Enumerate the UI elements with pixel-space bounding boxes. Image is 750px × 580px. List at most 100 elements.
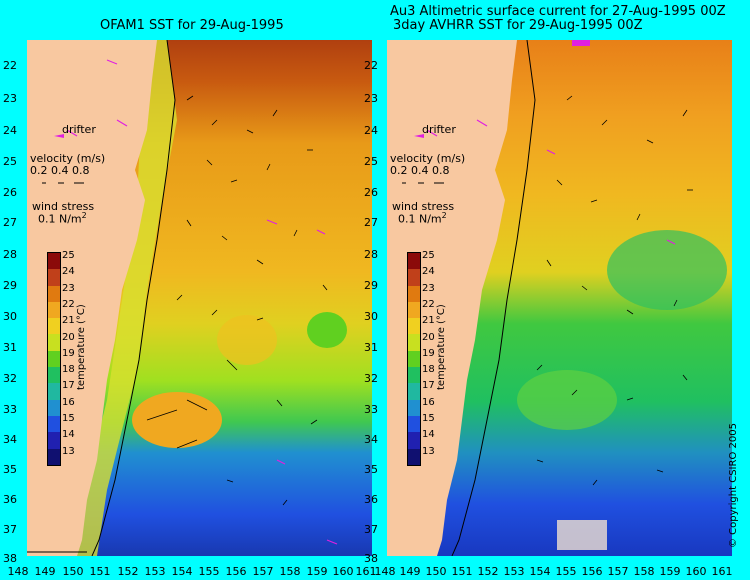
lat-label: 28 bbox=[3, 248, 17, 261]
colorbar-segment bbox=[48, 301, 60, 319]
colorbar-segment bbox=[48, 383, 60, 400]
lat-label: 27 bbox=[3, 216, 17, 229]
colorbar-segment bbox=[48, 432, 60, 449]
drifter-icon bbox=[414, 134, 424, 138]
lon-label: 151 bbox=[89, 565, 111, 578]
lon-label: 161 bbox=[355, 565, 377, 578]
lat-label: 27 bbox=[364, 216, 378, 229]
colorbar-label: 25 bbox=[62, 250, 75, 261]
colorbar-segment bbox=[408, 253, 420, 270]
colorbar-segment bbox=[408, 448, 420, 465]
colorbar-segment bbox=[408, 285, 420, 302]
velocity-title: velocity (m/s) bbox=[30, 152, 106, 165]
lat-label: 29 bbox=[3, 279, 17, 292]
colorbar-segment bbox=[48, 285, 60, 302]
colorbar-segment bbox=[48, 399, 60, 416]
lat-label: 31 bbox=[3, 341, 17, 354]
lat-label: 35 bbox=[364, 463, 378, 476]
right-panel-title-line2: 3day AVHRR SST for 29-Aug-1995 00Z bbox=[393, 18, 643, 33]
colorbar-label: 21 bbox=[62, 315, 75, 327]
colorbar-label: 19 bbox=[422, 347, 435, 359]
colorbar-label: 24 bbox=[62, 266, 75, 278]
colorbar-segment bbox=[48, 334, 60, 351]
lon-label: 154 bbox=[171, 565, 193, 578]
colorbar-label: 19 bbox=[62, 347, 75, 359]
lon-label: 156 bbox=[581, 565, 603, 578]
drifter-icon bbox=[54, 134, 64, 138]
lat-label: 25 bbox=[364, 155, 378, 168]
colorbar-segment bbox=[408, 269, 420, 286]
lat-label: 22 bbox=[3, 59, 17, 72]
colorbar-label: 23 bbox=[62, 282, 75, 294]
lat-label: 24 bbox=[364, 124, 378, 137]
colorbar-segment bbox=[48, 350, 60, 368]
colorbar-segment bbox=[408, 367, 420, 384]
lon-label: 157 bbox=[607, 565, 629, 578]
colorbar-segment bbox=[48, 367, 60, 384]
colorbar-label: 15 bbox=[62, 413, 75, 425]
lat-label: 31 bbox=[364, 341, 378, 354]
velocity-scale: 0.2 0.4 0.8 bbox=[30, 164, 90, 177]
colorbar-label: 14 bbox=[62, 429, 75, 441]
colorbar-label: 15 bbox=[422, 413, 435, 425]
lon-label: 158 bbox=[279, 565, 301, 578]
colorbar-label: 20 bbox=[422, 331, 435, 343]
lat-label: 32 bbox=[3, 372, 17, 385]
lat-label: 38 bbox=[3, 552, 17, 565]
colorbar-segment bbox=[408, 350, 420, 368]
lat-label: 23 bbox=[3, 92, 17, 105]
lat-label: 38 bbox=[364, 552, 378, 565]
lon-label: 149 bbox=[399, 565, 421, 578]
velocity-title: velocity (m/s) bbox=[390, 152, 466, 165]
left-sst-map bbox=[27, 40, 372, 556]
lat-label: 32 bbox=[364, 372, 378, 385]
lon-label: 150 bbox=[425, 565, 447, 578]
wind-stress-title: wind stress bbox=[392, 200, 455, 213]
colorbar-segment bbox=[408, 399, 420, 416]
lon-label: 152 bbox=[117, 565, 139, 578]
colorbar-label: 17 bbox=[62, 380, 75, 392]
colorbar-label: 16 bbox=[62, 396, 75, 408]
lon-label: 160 bbox=[685, 565, 707, 578]
colorbar-segment bbox=[408, 383, 420, 400]
colorbar-label: 21 bbox=[422, 315, 435, 327]
lat-label: 35 bbox=[3, 463, 17, 476]
colorbar-segment bbox=[408, 318, 420, 335]
colorbar-label: 22 bbox=[422, 298, 435, 310]
velocity-arrows-icon bbox=[402, 182, 444, 184]
right-panel-title-line1: Au3 Altimetric surface current for 27-Au… bbox=[390, 4, 726, 19]
colorbar-segment bbox=[48, 448, 60, 465]
lon-label: 155 bbox=[555, 565, 577, 578]
lat-label: 29 bbox=[364, 279, 378, 292]
lon-label: 150 bbox=[62, 565, 84, 578]
velocity-arrows-icon bbox=[42, 182, 84, 184]
colorbar-segment bbox=[48, 318, 60, 335]
wind-stress-title: wind stress bbox=[32, 200, 95, 213]
lat-label: 26 bbox=[364, 186, 378, 199]
colorbar-segment bbox=[48, 415, 60, 433]
lat-label: 33 bbox=[3, 403, 17, 416]
lon-label: 153 bbox=[503, 565, 525, 578]
lon-label: 148 bbox=[7, 565, 29, 578]
lon-label: 154 bbox=[529, 565, 551, 578]
colorbar-label: 22 bbox=[62, 298, 75, 310]
left-panel-title: OFAM1 SST for 29-Aug-1995 bbox=[100, 18, 284, 33]
lat-label: 28 bbox=[364, 248, 378, 261]
lat-label: 36 bbox=[364, 493, 378, 506]
wind-stress-scale: 0.1 N/m2 bbox=[398, 211, 447, 226]
lon-label: 148 bbox=[374, 565, 396, 578]
lon-label: 161 bbox=[711, 565, 733, 578]
colorbar-label: 25 bbox=[422, 250, 435, 261]
lon-label: 159 bbox=[659, 565, 681, 578]
lon-label: 155 bbox=[198, 565, 220, 578]
colorbar-label: 18 bbox=[62, 364, 75, 376]
right-avhrr-map bbox=[387, 40, 732, 556]
drifter-label: drifter bbox=[422, 123, 456, 136]
lon-label: 153 bbox=[144, 565, 166, 578]
lat-label: 26 bbox=[3, 186, 17, 199]
colorbar-segment bbox=[408, 415, 420, 433]
colorbar-label: 20 bbox=[62, 331, 75, 343]
colorbar-label: 16 bbox=[422, 396, 435, 408]
colorbar-label: 13 bbox=[422, 445, 435, 457]
colorbar-label: 13 bbox=[62, 445, 75, 457]
